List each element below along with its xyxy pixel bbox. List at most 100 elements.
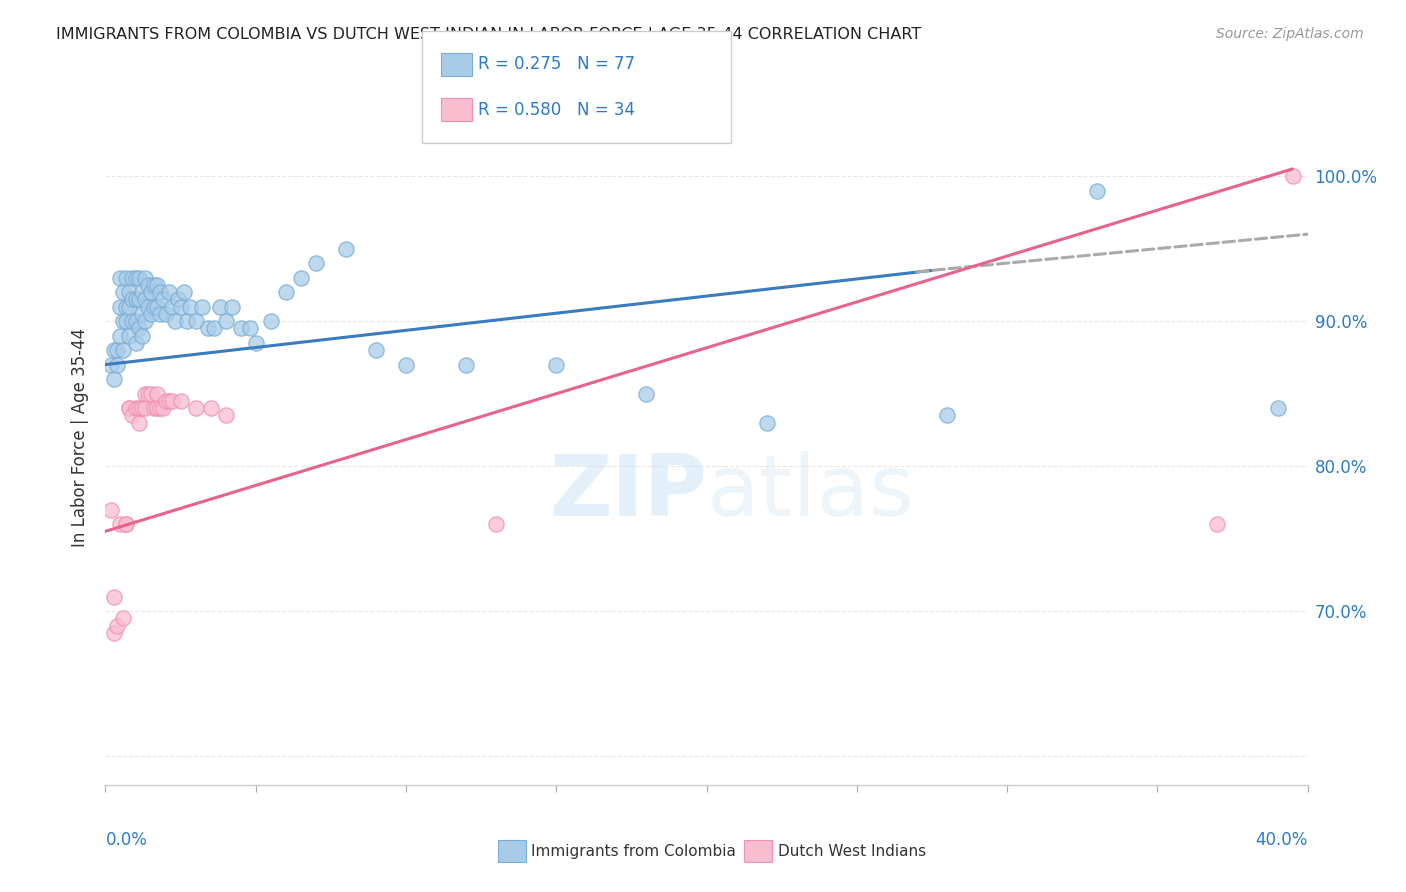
Text: 40.0%: 40.0% [1256, 831, 1308, 849]
Point [131, 307, 153, 321]
Point [160, 393, 183, 408]
Text: Source: ZipAtlas.com: Source: ZipAtlas.com [1216, 27, 1364, 41]
Point [121, 314, 143, 328]
Point [260, 314, 283, 328]
Point [103, 625, 125, 640]
Point [107, 343, 129, 358]
Point [1206, 516, 1229, 531]
Point [1085, 184, 1108, 198]
Point [214, 314, 236, 328]
Point [115, 270, 138, 285]
Point [274, 285, 297, 300]
Point [124, 270, 146, 285]
Point [155, 393, 177, 408]
Point [145, 300, 167, 314]
Point [395, 358, 418, 372]
Point [128, 416, 150, 430]
Point [202, 321, 225, 335]
Point [221, 300, 243, 314]
Point [214, 409, 236, 423]
Point [184, 401, 207, 416]
Text: 0.0%: 0.0% [105, 831, 148, 849]
Point [121, 409, 143, 423]
Text: R = 0.275   N = 77: R = 0.275 N = 77 [478, 55, 636, 73]
Point [142, 300, 165, 314]
Point [118, 285, 141, 300]
Point [148, 285, 170, 300]
Point [1281, 169, 1303, 184]
Point [290, 270, 312, 285]
Point [169, 300, 191, 314]
Text: atlas: atlas [707, 451, 914, 534]
Point [131, 401, 153, 416]
Point [184, 314, 207, 328]
Point [200, 401, 222, 416]
Point [176, 314, 198, 328]
Point [163, 314, 186, 328]
Point [142, 401, 165, 416]
Point [128, 401, 150, 416]
Point [190, 300, 212, 314]
Point [134, 293, 156, 307]
Point [157, 285, 180, 300]
Point [454, 358, 477, 372]
Point [110, 270, 132, 285]
Point [169, 393, 191, 408]
Point [139, 386, 162, 401]
Point [131, 328, 153, 343]
Point [103, 372, 125, 386]
Point [239, 321, 262, 335]
Point [124, 314, 146, 328]
Point [100, 358, 122, 372]
Point [110, 300, 132, 314]
Point [142, 277, 165, 292]
Point [134, 401, 156, 416]
Point [139, 307, 162, 321]
Point [335, 242, 357, 256]
Point [157, 393, 180, 408]
Point [148, 307, 170, 321]
Text: IMMIGRANTS FROM COLOMBIA VS DUTCH WEST INDIAN IN LABOR FORCE | AGE 35-44 CORRELA: IMMIGRANTS FROM COLOMBIA VS DUTCH WEST I… [56, 27, 921, 43]
Point [112, 314, 135, 328]
Point [755, 416, 778, 430]
Point [118, 401, 141, 416]
Point [107, 358, 129, 372]
Point [136, 386, 159, 401]
Point [128, 270, 150, 285]
Point [115, 300, 138, 314]
Point [229, 321, 252, 335]
Y-axis label: In Labor Force | Age 35-44: In Labor Force | Age 35-44 [72, 327, 90, 547]
Point [128, 321, 150, 335]
Point [197, 321, 219, 335]
Point [166, 293, 188, 307]
Point [124, 401, 146, 416]
Point [134, 386, 156, 401]
Point [107, 618, 129, 632]
Point [103, 343, 125, 358]
Point [118, 401, 141, 416]
Point [112, 343, 135, 358]
Point [115, 516, 138, 531]
Point [134, 314, 156, 328]
Point [110, 516, 132, 531]
Point [121, 270, 143, 285]
Point [100, 502, 122, 516]
Point [112, 285, 135, 300]
Text: Dutch West Indians: Dutch West Indians [778, 845, 925, 859]
Point [136, 300, 159, 314]
Point [145, 386, 167, 401]
Point [121, 293, 143, 307]
Point [103, 590, 125, 604]
Point [485, 516, 508, 531]
Point [179, 300, 201, 314]
Text: R = 0.580   N = 34: R = 0.580 N = 34 [478, 101, 636, 119]
Point [124, 293, 146, 307]
Point [636, 386, 658, 401]
Point [145, 401, 167, 416]
Point [118, 300, 141, 314]
Point [152, 293, 174, 307]
Point [936, 409, 959, 423]
Point [118, 328, 141, 343]
Point [1267, 401, 1289, 416]
Point [155, 307, 177, 321]
